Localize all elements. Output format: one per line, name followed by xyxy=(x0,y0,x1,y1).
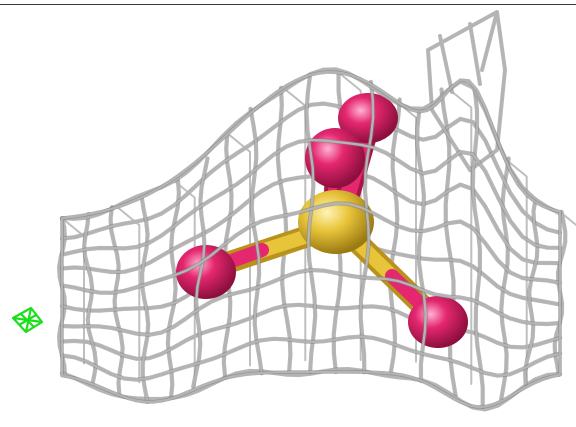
oxygen-atom-right[interactable] xyxy=(408,296,468,348)
oxygen-atom-back[interactable] xyxy=(338,93,398,143)
oxygen-atom-left[interactable] xyxy=(176,245,236,299)
density-mesh-front xyxy=(59,67,563,409)
green-tetrahedron-marker[interactable] xyxy=(11,306,44,334)
sulfate-molecule[interactable] xyxy=(176,93,468,348)
viewer-top-border xyxy=(0,0,576,5)
